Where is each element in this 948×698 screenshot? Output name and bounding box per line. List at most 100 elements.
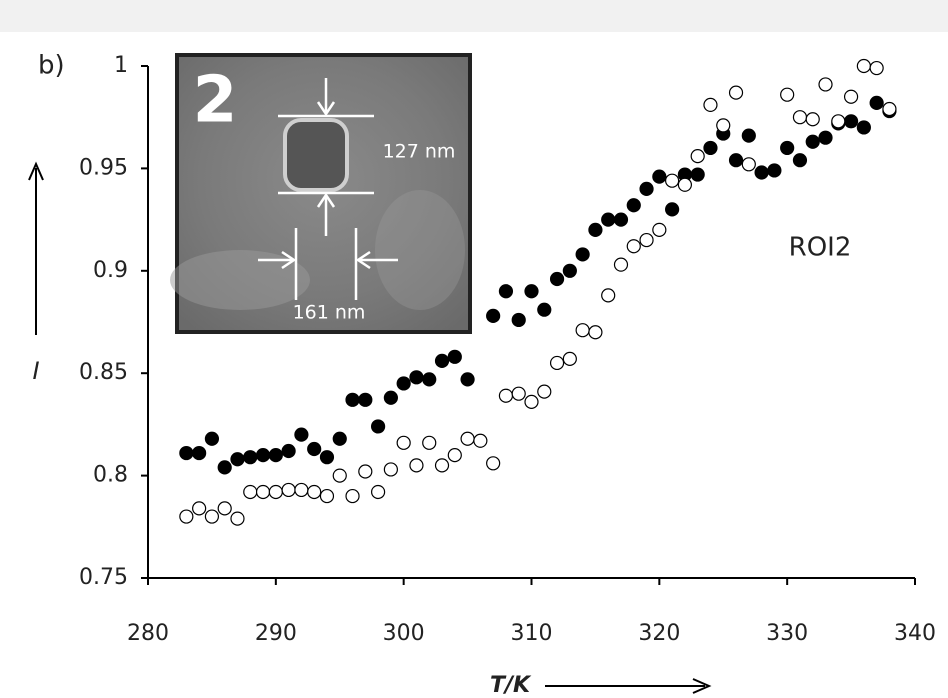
point bbox=[549, 271, 565, 287]
point bbox=[562, 351, 577, 366]
point bbox=[307, 441, 322, 457]
point bbox=[243, 450, 258, 465]
point bbox=[345, 488, 360, 504]
panel-label: b) bbox=[38, 51, 65, 81]
point bbox=[447, 448, 462, 463]
point bbox=[728, 85, 744, 100]
point bbox=[486, 456, 501, 471]
point bbox=[818, 130, 833, 145]
x-tick-label: 330 bbox=[766, 621, 808, 646]
x-axis-label: T/K bbox=[490, 673, 532, 694]
point bbox=[460, 372, 475, 387]
point bbox=[537, 384, 552, 399]
point bbox=[396, 435, 411, 450]
point bbox=[460, 431, 475, 446]
inset-height-label: 127 nm bbox=[383, 141, 456, 163]
point bbox=[281, 443, 296, 459]
point bbox=[741, 157, 756, 172]
x-tick-label: 280 bbox=[127, 621, 169, 646]
point bbox=[843, 114, 859, 129]
point bbox=[294, 427, 309, 442]
point bbox=[652, 222, 667, 237]
point bbox=[358, 392, 373, 407]
point bbox=[447, 349, 462, 364]
point bbox=[371, 419, 386, 434]
point bbox=[255, 484, 271, 500]
axes: 0.75 0.8 0.85 0.9 0.95 1 280 290 300 310 320 330 340 bbox=[79, 53, 936, 646]
point bbox=[792, 110, 808, 125]
point bbox=[780, 140, 795, 156]
point bbox=[204, 509, 220, 524]
point bbox=[843, 89, 859, 104]
point bbox=[255, 448, 271, 463]
point bbox=[690, 149, 705, 164]
point bbox=[639, 181, 654, 196]
point bbox=[703, 140, 718, 156]
point bbox=[243, 484, 258, 500]
annotation: ROI2 bbox=[789, 233, 852, 263]
point bbox=[192, 501, 207, 516]
point bbox=[869, 95, 884, 110]
point bbox=[652, 169, 667, 184]
point bbox=[268, 448, 283, 463]
point bbox=[882, 101, 897, 117]
point bbox=[409, 370, 424, 385]
inset: 2 127 nm 161 nm bbox=[170, 53, 472, 334]
plot-area bbox=[179, 58, 897, 526]
point bbox=[204, 431, 220, 446]
point bbox=[524, 394, 539, 409]
point bbox=[434, 353, 450, 369]
point bbox=[358, 464, 373, 479]
point bbox=[716, 118, 731, 133]
y-tick-label: 0.95 bbox=[79, 155, 128, 180]
point bbox=[498, 388, 514, 403]
point bbox=[831, 114, 846, 129]
point bbox=[486, 308, 501, 323]
point bbox=[345, 392, 360, 407]
point bbox=[179, 509, 194, 524]
x-tick-label: 310 bbox=[511, 621, 553, 646]
point bbox=[562, 263, 577, 278]
point bbox=[319, 488, 335, 504]
point bbox=[319, 450, 335, 465]
point bbox=[230, 511, 245, 526]
point bbox=[626, 198, 641, 213]
point bbox=[230, 452, 245, 467]
point bbox=[767, 163, 782, 178]
point bbox=[537, 302, 552, 317]
inset-label: 2 bbox=[193, 64, 238, 138]
point bbox=[422, 435, 437, 450]
x-tick-label: 340 bbox=[894, 621, 936, 646]
point bbox=[371, 484, 386, 500]
x-tick-label: 320 bbox=[638, 621, 680, 646]
point bbox=[703, 97, 718, 113]
point bbox=[818, 77, 833, 92]
point bbox=[677, 177, 693, 192]
y-tick-label: 0.85 bbox=[79, 360, 128, 385]
point bbox=[268, 484, 283, 500]
point bbox=[332, 468, 347, 483]
point bbox=[332, 431, 347, 446]
point bbox=[588, 325, 603, 340]
point bbox=[217, 501, 232, 516]
top-band bbox=[0, 0, 948, 32]
point bbox=[192, 445, 207, 461]
point bbox=[626, 239, 641, 254]
y-tick-label: 0.9 bbox=[93, 258, 128, 283]
point bbox=[741, 128, 756, 143]
y-tick-label: 0.8 bbox=[93, 463, 128, 488]
point bbox=[805, 134, 820, 149]
point bbox=[498, 284, 514, 299]
point bbox=[588, 222, 603, 237]
point bbox=[307, 484, 322, 500]
x-tick-label: 290 bbox=[255, 621, 297, 646]
point bbox=[856, 120, 871, 135]
point bbox=[409, 458, 424, 473]
x-arrow bbox=[545, 678, 712, 694]
point bbox=[665, 202, 680, 217]
point bbox=[294, 482, 309, 498]
y-axis-label: I bbox=[32, 357, 39, 385]
point bbox=[473, 433, 488, 448]
point bbox=[396, 376, 411, 391]
